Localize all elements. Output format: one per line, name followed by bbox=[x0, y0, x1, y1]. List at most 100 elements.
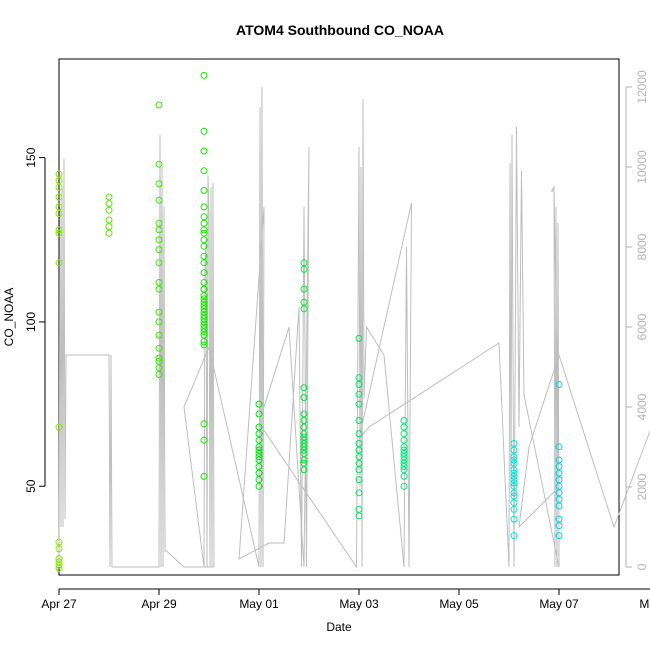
data-point bbox=[200, 298, 208, 306]
data-point bbox=[255, 453, 263, 461]
data-point bbox=[155, 285, 163, 293]
y2-tick-label: 8000 bbox=[635, 233, 649, 260]
x-tick-label: May 03 bbox=[339, 597, 379, 611]
data-point bbox=[510, 469, 518, 477]
data-point bbox=[400, 482, 408, 490]
data-point bbox=[300, 305, 308, 313]
data-point bbox=[155, 180, 163, 188]
data-point bbox=[200, 328, 208, 336]
data-point bbox=[55, 545, 63, 553]
plot-frame bbox=[58, 58, 620, 576]
data-point bbox=[355, 466, 363, 474]
data-point bbox=[300, 384, 308, 392]
data-point bbox=[300, 423, 308, 431]
data-point bbox=[200, 420, 208, 428]
data-point bbox=[55, 170, 63, 178]
data-point bbox=[255, 400, 263, 408]
data-point bbox=[155, 308, 163, 316]
altitude-layer bbox=[58, 86, 650, 569]
data-point bbox=[200, 203, 208, 211]
y-tick-label: 100 bbox=[24, 312, 38, 332]
data-point bbox=[200, 71, 208, 79]
data-point bbox=[200, 229, 208, 237]
data-point bbox=[155, 246, 163, 254]
data-point bbox=[355, 417, 363, 424]
data-point bbox=[255, 443, 263, 451]
data-point bbox=[200, 226, 208, 234]
data-point bbox=[200, 315, 208, 323]
data-point bbox=[300, 265, 308, 273]
data-point bbox=[200, 295, 208, 303]
data-point bbox=[200, 325, 208, 332]
data-point bbox=[55, 564, 63, 572]
data-point bbox=[200, 187, 208, 194]
data-point bbox=[105, 206, 113, 214]
data-point bbox=[355, 489, 363, 497]
points-layer bbox=[55, 71, 563, 572]
data-point bbox=[510, 472, 518, 480]
data-point bbox=[400, 430, 408, 438]
data-point bbox=[200, 341, 208, 349]
data-point bbox=[300, 394, 308, 401]
data-point bbox=[400, 423, 408, 431]
data-point bbox=[200, 127, 208, 135]
data-point bbox=[155, 344, 163, 352]
data-point bbox=[55, 210, 63, 217]
data-point bbox=[55, 177, 63, 185]
data-point bbox=[200, 213, 208, 221]
data-point bbox=[510, 499, 518, 507]
data-point bbox=[200, 472, 208, 480]
data-point bbox=[555, 463, 563, 470]
data-point bbox=[510, 479, 518, 487]
data-point bbox=[400, 463, 408, 470]
data-point bbox=[510, 515, 518, 523]
data-point bbox=[200, 147, 208, 155]
data-point bbox=[155, 318, 163, 326]
data-point bbox=[200, 305, 208, 313]
data-point bbox=[400, 446, 408, 454]
x-tick-label: May 05 bbox=[439, 597, 479, 611]
y-axis-label: CO_NOAA bbox=[2, 288, 16, 347]
data-point bbox=[200, 259, 208, 267]
data-point bbox=[155, 219, 163, 227]
data-point bbox=[55, 423, 63, 431]
data-point bbox=[105, 216, 113, 224]
data-point bbox=[200, 338, 208, 346]
data-point bbox=[300, 443, 308, 451]
data-point bbox=[555, 443, 563, 451]
x-axis: Apr 27 Apr 29 May 01 May 03 May 05 May 07 May … bbox=[41, 588, 650, 611]
data-point bbox=[510, 466, 518, 474]
data-point bbox=[255, 482, 263, 490]
data-point bbox=[55, 193, 63, 201]
data-point bbox=[200, 285, 208, 293]
data-point bbox=[155, 354, 163, 362]
data-point bbox=[200, 269, 208, 277]
data-point bbox=[355, 446, 363, 454]
data-point bbox=[200, 318, 208, 326]
data-point bbox=[255, 476, 263, 484]
data-point bbox=[400, 466, 408, 474]
x-axis-label: Date bbox=[326, 620, 352, 634]
data-point bbox=[555, 532, 563, 540]
data-point bbox=[155, 196, 163, 204]
data-point bbox=[510, 453, 518, 461]
y2-tick-label: 2000 bbox=[635, 473, 649, 500]
x-tick-label: Apr 29 bbox=[141, 597, 177, 611]
data-point bbox=[300, 449, 308, 457]
data-point bbox=[300, 440, 308, 447]
data-point bbox=[155, 279, 163, 286]
data-point bbox=[400, 436, 408, 444]
data-point bbox=[555, 495, 563, 503]
data-point bbox=[200, 321, 208, 329]
data-point bbox=[200, 279, 208, 286]
data-point bbox=[510, 532, 518, 540]
x-tick-label: May 09 bbox=[639, 597, 650, 611]
data-point bbox=[355, 453, 363, 461]
data-point bbox=[255, 446, 263, 454]
data-point bbox=[200, 167, 208, 175]
data-point bbox=[105, 229, 113, 237]
data-point bbox=[400, 453, 408, 461]
data-point bbox=[300, 466, 308, 474]
data-point bbox=[355, 390, 363, 398]
data-point bbox=[155, 259, 163, 267]
